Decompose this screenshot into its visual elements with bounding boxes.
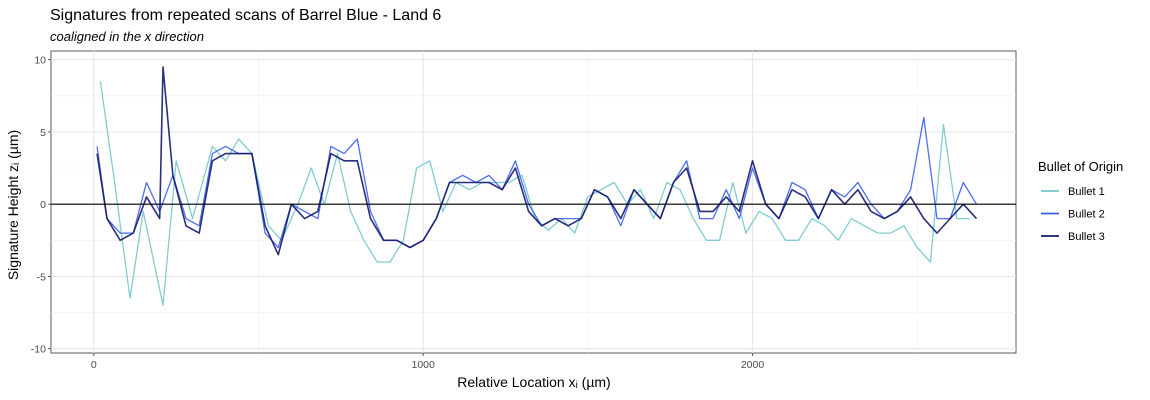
- plot-panel: [50, 50, 1017, 354]
- y-tick-label: -10: [31, 344, 46, 356]
- legend-title: Bullet of Origin: [1038, 159, 1123, 174]
- x-axis-title: Relative Location xᵢ (µm): [457, 374, 610, 390]
- legend: Bullet of Origin Bullet 1 Bullet 2 Bullet …: [1038, 159, 1123, 243]
- chart-subtitle: coaligned in the x direction: [50, 29, 204, 44]
- x-tick-label: 2000: [741, 359, 765, 371]
- legend-label-bullet-1: Bullet 1: [1068, 186, 1105, 198]
- y-axis-title: Signature Height zᵢ (µm): [5, 130, 21, 280]
- series-line-bullet-1: [99, 81, 970, 306]
- axis-ticks: 0 1000 2000 -10 -5 0 5 10: [31, 55, 765, 371]
- y-tick-label: -5: [37, 271, 46, 283]
- series-lines: [96, 66, 978, 306]
- y-tick-label: 5: [40, 127, 46, 139]
- y-tick-label: 0: [40, 199, 46, 211]
- x-tick-label: 1000: [411, 359, 435, 371]
- series-line-bullet-3: [96, 66, 978, 256]
- x-tick-label: 0: [91, 359, 97, 371]
- y-tick-label: 10: [34, 55, 46, 67]
- legend-label-bullet-3: Bullet 3: [1068, 231, 1105, 243]
- legend-label-bullet-2: Bullet 2: [1068, 209, 1105, 221]
- chart-title: Signatures from repeated scans of Barrel…: [50, 7, 441, 24]
